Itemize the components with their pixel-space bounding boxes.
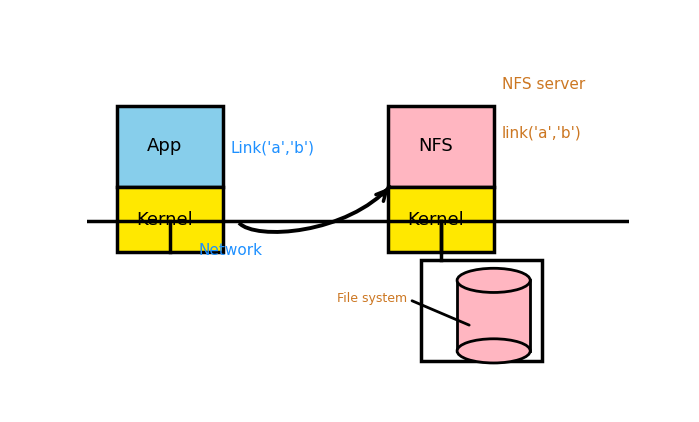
Text: NFS: NFS [418, 138, 453, 155]
Text: File system: File system [337, 292, 469, 325]
Text: Kernel: Kernel [136, 211, 193, 229]
Bar [117, 106, 223, 187]
Text: Network: Network [199, 243, 263, 258]
Bar [388, 187, 493, 252]
Bar [117, 187, 223, 252]
Bar [421, 260, 542, 361]
Text: NFS server: NFS server [502, 77, 585, 92]
Text: Link('a','b'): Link('a','b') [231, 141, 315, 156]
Text: link('a','b'): link('a','b') [502, 126, 582, 141]
Bar [388, 106, 493, 187]
Text: App: App [147, 138, 182, 155]
Bar [457, 280, 531, 351]
Ellipse shape [457, 339, 531, 363]
Text: Kernel: Kernel [408, 211, 464, 229]
Ellipse shape [457, 268, 531, 292]
